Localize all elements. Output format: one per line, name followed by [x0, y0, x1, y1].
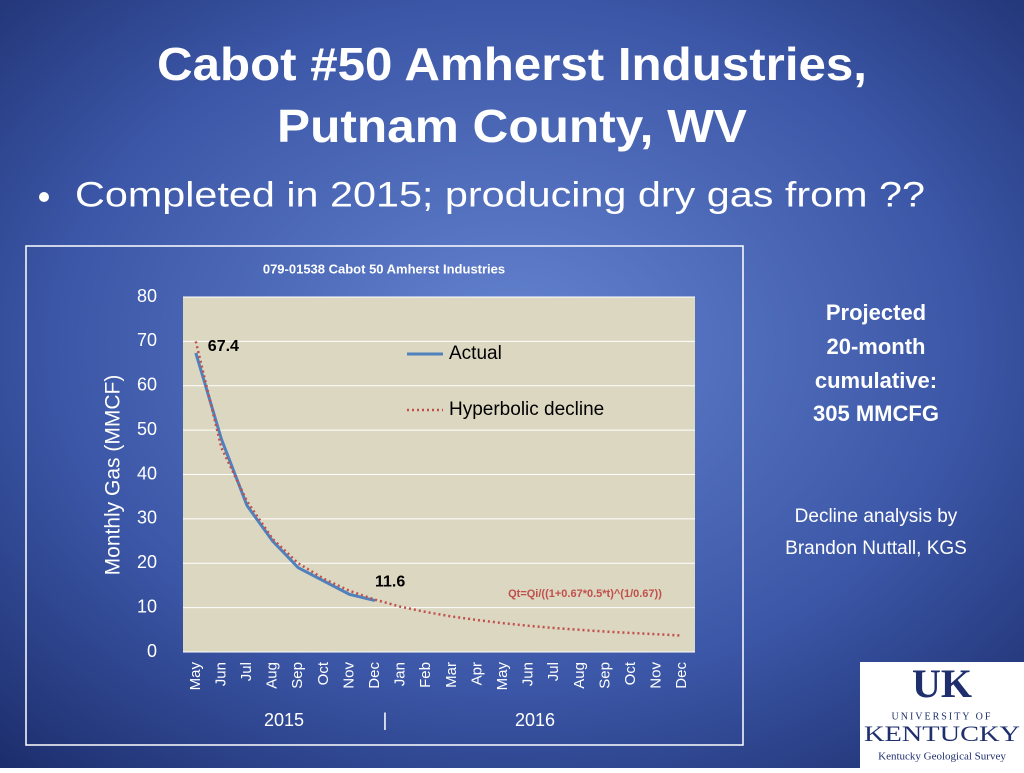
- legend-label: Hyperbolic decline: [449, 399, 604, 420]
- y-tick-label: 10: [137, 596, 157, 616]
- logo-text: UNIVERSITY OF: [892, 711, 993, 722]
- y-tick-label: 40: [137, 463, 157, 483]
- y-tick-label: 50: [137, 419, 157, 439]
- x-tick-label: Jun: [520, 662, 537, 686]
- x-tick-label: Oct: [622, 661, 639, 685]
- credit-text: Brandon Nuttall, KGS: [785, 538, 967, 559]
- x-tick-label: Sep: [596, 662, 613, 689]
- y-tick-label: 80: [137, 286, 157, 306]
- series-line: [194, 352, 376, 602]
- bullet-dot: [39, 192, 49, 202]
- logo-mark: UK: [912, 661, 972, 706]
- y-tick-label: 30: [137, 508, 157, 528]
- x-tick-label: Sep: [289, 662, 306, 689]
- projection-text: 305 MMCFG: [813, 401, 939, 426]
- x-group-label: 2015: [264, 710, 304, 730]
- y-tick-label: 0: [147, 641, 157, 661]
- x-tick-label: May: [494, 662, 511, 691]
- projection-text: cumulative:: [815, 368, 937, 393]
- series-line: [194, 341, 683, 637]
- x-tick-label: Jul: [545, 662, 562, 681]
- credit-text: Decline analysis by: [795, 506, 958, 527]
- projection-text: Projected: [826, 300, 926, 325]
- y-tick-label: 70: [137, 330, 157, 350]
- x-tick-label: Apr: [468, 662, 485, 685]
- chart-title: 079-01538 Cabot 50 Amherst Industries: [263, 261, 505, 276]
- x-tick-label: Jun: [212, 662, 229, 686]
- data-label: 11.6: [375, 574, 405, 591]
- y-axis-label: Monthly Gas (MMCF): [102, 375, 125, 576]
- x-tick-label: Oct: [315, 661, 332, 685]
- x-group-label: |: [383, 710, 388, 730]
- x-tick-label: Mar: [443, 662, 460, 688]
- data-label: 67.4: [208, 338, 239, 355]
- x-tick-label: Dec: [673, 662, 690, 689]
- x-tick-label: Jan: [392, 662, 409, 686]
- y-tick-label: 20: [137, 552, 157, 572]
- x-tick-label: Aug: [264, 662, 281, 689]
- slide-title: Cabot #50 Amherst Industries,: [157, 38, 867, 90]
- x-tick-label: Dec: [366, 662, 383, 689]
- x-group-label: 2016: [515, 710, 555, 730]
- logo-text: Kentucky Geological Survey: [878, 751, 1006, 763]
- logo-text: KENTUCKY: [864, 721, 1020, 746]
- logo-box: [860, 662, 1024, 768]
- x-tick-label: Feb: [417, 662, 434, 688]
- x-tick-label: Jul: [238, 662, 255, 681]
- bullet-text: Completed in 2015; producing dry gas fro…: [75, 175, 925, 214]
- x-tick-label: Nov: [340, 662, 357, 689]
- x-tick-label: Nov: [648, 662, 665, 689]
- chart-frame: [25, 245, 744, 746]
- legend-label: Actual: [449, 343, 502, 364]
- y-tick-label: 60: [137, 375, 157, 395]
- x-tick-label: May: [187, 662, 204, 691]
- formula: Qt=Qi/((1+0.67*0.5*t)^(1/0.67)): [508, 588, 662, 600]
- projection-text: 20-month: [827, 334, 926, 359]
- slide-title: Putnam County, WV: [277, 100, 747, 152]
- x-tick-label: Aug: [571, 662, 588, 689]
